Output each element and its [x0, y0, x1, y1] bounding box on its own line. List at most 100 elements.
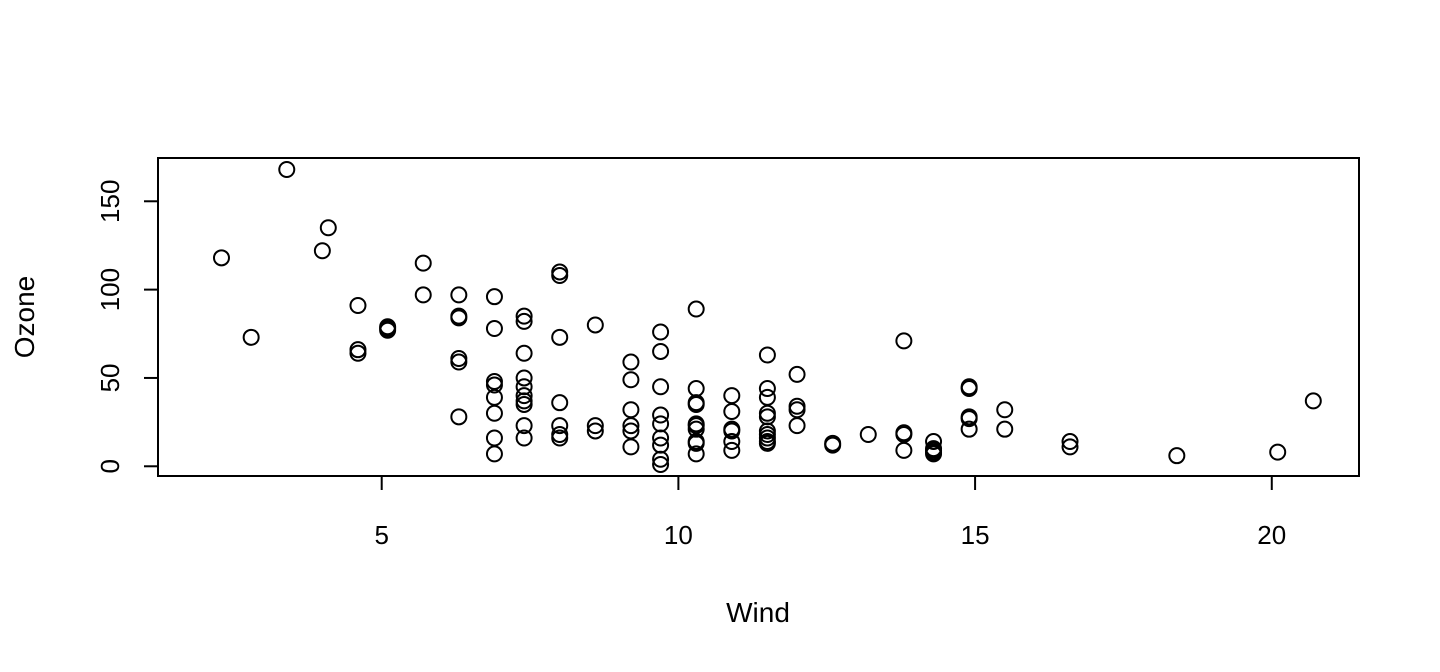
data-point [652, 450, 670, 468]
data-point [723, 403, 741, 421]
x-tick-label: 5 [374, 520, 388, 550]
data-point [758, 404, 776, 422]
data-point [652, 342, 670, 360]
data-point [652, 415, 670, 433]
data-point [586, 422, 604, 440]
data-point [485, 429, 503, 447]
data-point [788, 417, 806, 435]
data-point [824, 436, 842, 454]
data-point [622, 417, 640, 435]
data-point [515, 344, 533, 362]
data-point [586, 316, 604, 334]
data-point [586, 417, 604, 435]
data-point [788, 401, 806, 419]
data-point [996, 401, 1014, 419]
x-axis: 5 10 15 20 [374, 475, 1286, 550]
data-point [960, 420, 978, 438]
data-point [349, 297, 367, 315]
data-point [687, 434, 705, 452]
data-point [1304, 392, 1322, 410]
y-tick-label: 150 [95, 180, 125, 223]
data-point [379, 321, 397, 339]
y-axis-title: Ozone [9, 276, 40, 359]
data-point [515, 387, 533, 405]
data-point [551, 394, 569, 412]
y-axis: 0 50 100 150 [95, 180, 159, 474]
data-point [485, 288, 503, 306]
data-point [450, 309, 468, 327]
data-point [313, 242, 331, 260]
data-point [485, 404, 503, 422]
data-point [1269, 443, 1287, 461]
data-point [485, 319, 503, 337]
data-point [687, 395, 705, 413]
data-point [687, 300, 705, 318]
data-point [723, 441, 741, 459]
y-tick-label: 50 [95, 363, 125, 392]
data-point [551, 266, 569, 284]
data-point [652, 406, 670, 424]
data-points [212, 160, 1322, 474]
data-point [622, 401, 640, 419]
data-point [319, 219, 337, 237]
data-point [788, 397, 806, 415]
y-tick-label: 0 [95, 459, 125, 473]
data-point [551, 425, 569, 443]
data-point [242, 328, 260, 346]
data-point [515, 312, 533, 330]
data-point [622, 438, 640, 456]
data-point [687, 445, 705, 463]
data-point [758, 408, 776, 426]
data-point [515, 378, 533, 396]
data-point [485, 376, 503, 394]
data-point [723, 433, 741, 451]
data-point [996, 420, 1014, 438]
data-point [349, 344, 367, 362]
data-point [622, 353, 640, 371]
data-point [859, 425, 877, 443]
data-point [212, 249, 230, 267]
data-point [723, 422, 741, 440]
data-point [960, 410, 978, 428]
data-point [551, 417, 569, 435]
data-point [515, 395, 533, 413]
data-point [414, 286, 432, 304]
data-point [551, 429, 569, 447]
data-point [349, 341, 367, 359]
data-point [1168, 447, 1186, 465]
data-point [515, 369, 533, 387]
data-point [652, 378, 670, 396]
plot-frame [157, 157, 1360, 477]
x-tick-label: 10 [664, 520, 693, 550]
data-point [895, 441, 913, 459]
data-point [652, 456, 670, 474]
data-point [758, 434, 776, 452]
data-point [687, 380, 705, 398]
data-point [758, 388, 776, 406]
x-tick-label: 15 [961, 520, 990, 550]
x-tick-label: 20 [1257, 520, 1286, 550]
data-point [960, 380, 978, 398]
data-point [758, 346, 776, 364]
data-point [788, 365, 806, 383]
data-point [895, 332, 913, 350]
data-point [652, 323, 670, 341]
data-point [450, 350, 468, 368]
data-point [414, 254, 432, 272]
data-point [925, 445, 943, 463]
data-point [485, 445, 503, 463]
y-tick-label: 100 [95, 268, 125, 311]
data-point [515, 417, 533, 435]
data-point [551, 328, 569, 346]
data-point [485, 372, 503, 390]
data-point [723, 387, 741, 405]
data-point [1061, 438, 1079, 456]
data-point [652, 429, 670, 447]
data-point [515, 307, 533, 325]
data-point [450, 286, 468, 304]
data-point [278, 160, 296, 178]
data-point [925, 433, 943, 451]
data-point [450, 353, 468, 371]
data-point [1061, 433, 1079, 451]
